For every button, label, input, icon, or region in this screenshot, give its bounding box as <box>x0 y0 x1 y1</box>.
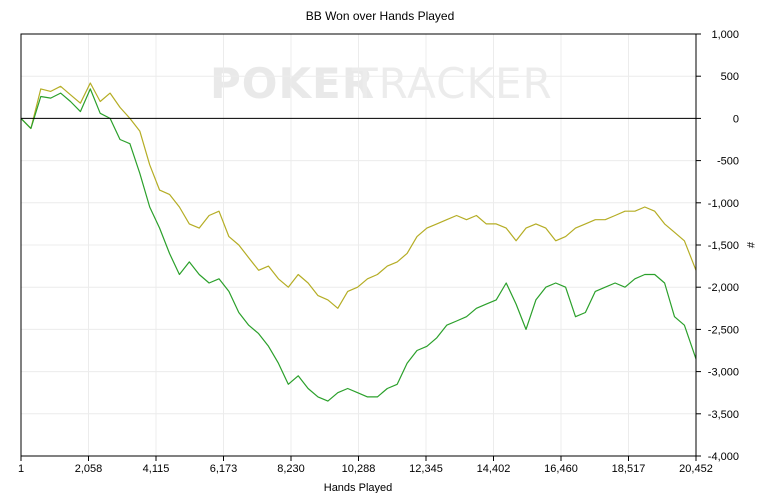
x-tick-label: 1 <box>18 463 24 475</box>
y-tick-label: 0 <box>733 113 739 125</box>
series-lines <box>20 82 697 402</box>
x-tick-label: 6,173 <box>210 463 238 475</box>
y-tick-label: -3,000 <box>708 367 739 379</box>
x-tick-label: 8,230 <box>277 463 305 475</box>
y-tick-label: 1,000 <box>711 29 739 41</box>
y-tick-label: -2,500 <box>708 324 739 336</box>
pokertracker-watermark: POKER TRACKER <box>210 59 553 108</box>
x-tick-label: 20,452 <box>679 463 713 475</box>
y-axis-ticks: 1,000 500 0 -500 -1,000 -1,500 -2,000 -2,500 -3,… <box>696 29 739 463</box>
y-axis-label: # <box>744 242 756 249</box>
y-tick-label: 500 <box>721 71 739 83</box>
x-tick-label: 12,345 <box>409 463 443 475</box>
x-tick-label: 2,058 <box>75 463 103 475</box>
x-tick-label: 4,115 <box>143 463 170 475</box>
series-line-1 <box>20 82 697 309</box>
y-tick-label: -4,000 <box>708 451 739 463</box>
watermark-right-text: TRACKER <box>351 59 553 108</box>
watermark-left-text: POKER <box>210 59 375 108</box>
x-tick-label: 18,517 <box>612 463 646 475</box>
x-tick-label: 16,460 <box>544 463 578 475</box>
x-tick-label: 10,288 <box>342 463 376 475</box>
y-tick-label: -1,500 <box>708 240 739 252</box>
x-axis-ticks: 1 2,058 4,115 6,173 8,230 10,288 12,345 14,402 1… <box>18 456 713 475</box>
series-line-2 <box>20 88 697 402</box>
y-tick-label: -2,000 <box>708 282 739 294</box>
x-axis-label: Hands Played <box>324 482 393 493</box>
y-tick-label: -1,000 <box>708 198 739 210</box>
y-tick-label: -3,500 <box>708 409 739 421</box>
chart-title: BB Won over Hands Played <box>306 9 455 23</box>
y-tick-label: -500 <box>717 156 739 168</box>
x-tick-label: 14,402 <box>477 463 511 475</box>
